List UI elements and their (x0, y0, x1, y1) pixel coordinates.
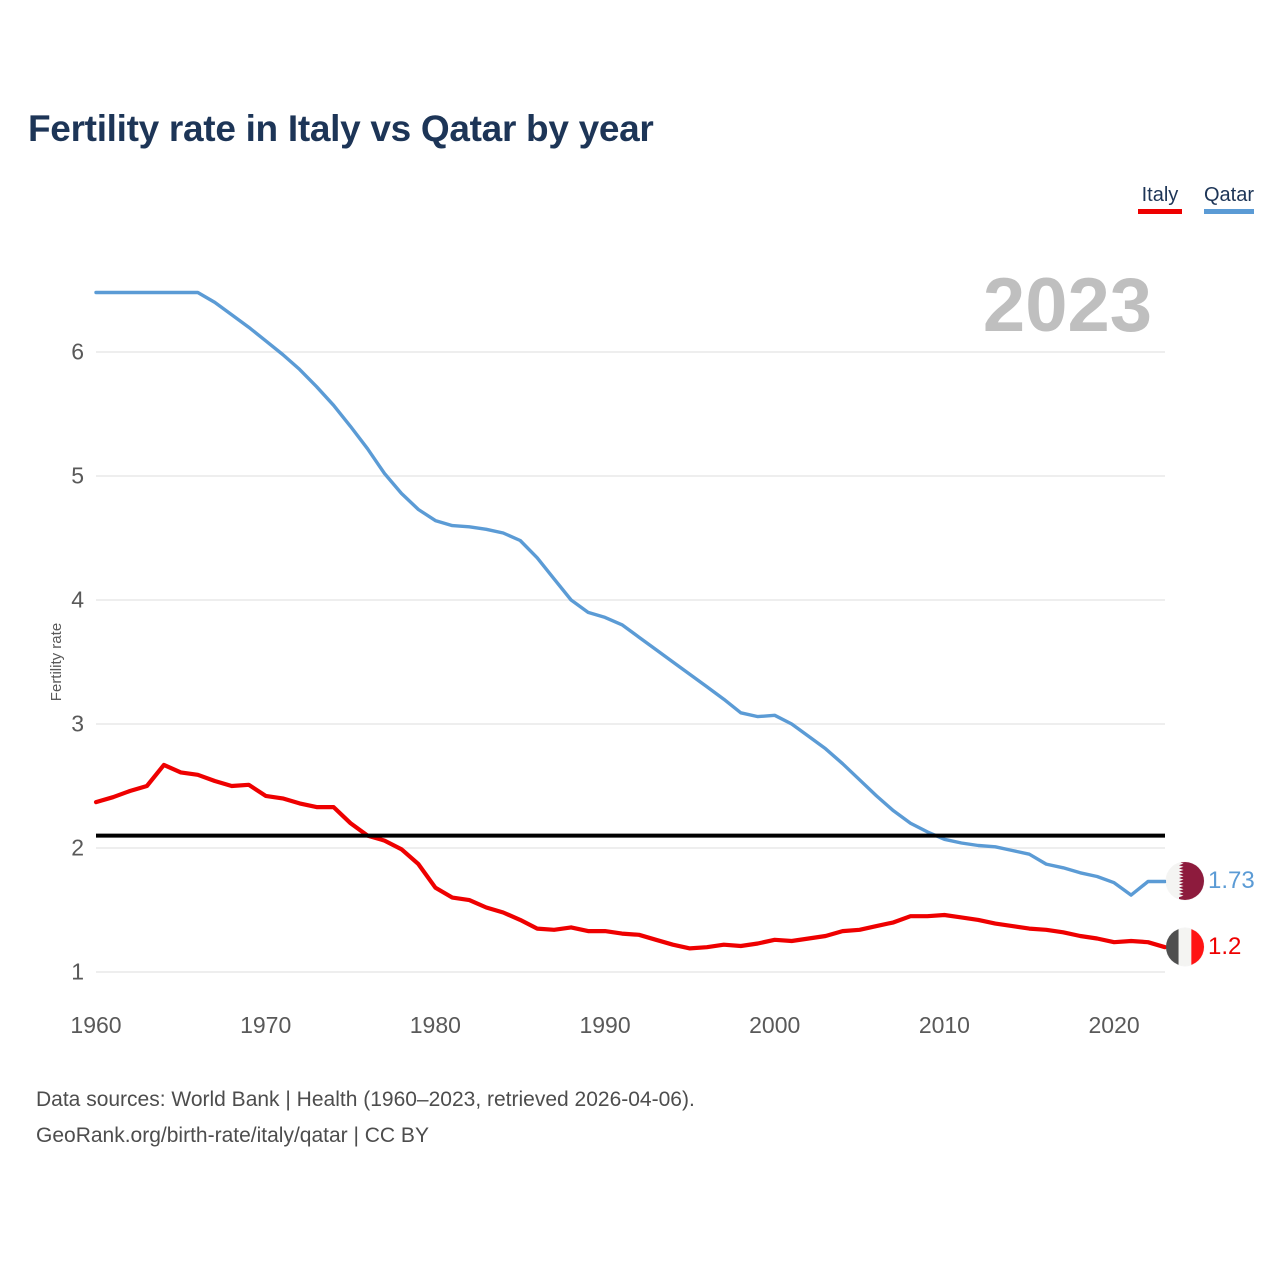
legend-label-italy: Italy (1141, 184, 1179, 206)
legend-item-italy[interactable]: Italy (1137, 184, 1182, 214)
legend-swatch-qatar (1203, 209, 1254, 214)
footer-credits: Data sources: World Bank | Health (1960–… (36, 1082, 695, 1154)
x-tick-label: 1970 (240, 1012, 292, 1038)
page-title: Fertility rate in Italy vs Qatar by year (28, 108, 654, 149)
y-tick-label: 2 (71, 834, 84, 861)
x-tick-label: 1990 (579, 1012, 631, 1038)
x-tick-label: 2000 (749, 1012, 801, 1038)
gridlines (96, 351, 1165, 973)
end-value-qatar: 1.73 (1208, 867, 1255, 895)
footer-line-attribution[interactable]: GeoRank.org/birth-rate/italy/qatar | CC … (36, 1124, 429, 1147)
italy-flag-icon (1166, 928, 1204, 967)
x-tick-label: 1980 (409, 1012, 461, 1038)
footer-line-sources: Data sources: World Bank | Health (1960–… (36, 1088, 695, 1111)
series-line-italy[interactable] (93, 762, 1168, 951)
x-tick-label: 2010 (918, 1012, 970, 1038)
y-tick-label: 3 (71, 710, 84, 737)
chart-legend: Italy Qatar (1137, 184, 1254, 214)
legend-item-qatar[interactable]: Qatar (1203, 184, 1254, 214)
legend-swatch-italy (1137, 209, 1182, 214)
year-watermark: 2023 (982, 263, 1152, 348)
end-value-italy: 1.2 (1208, 933, 1242, 961)
y-tick-label: 5 (71, 462, 84, 489)
series-line-qatar[interactable] (94, 290, 1167, 897)
y-tick-label: 1 (71, 958, 84, 985)
series-lines (93, 290, 1168, 951)
qatar-flag-icon (1166, 862, 1204, 901)
x-tick-label: 1960 (70, 1012, 122, 1038)
x-tick-label: 2020 (1088, 1012, 1140, 1038)
y-tick-label: 6 (71, 338, 84, 365)
y-tick-label: 4 (71, 586, 84, 613)
legend-label-qatar: Qatar (1203, 184, 1254, 206)
